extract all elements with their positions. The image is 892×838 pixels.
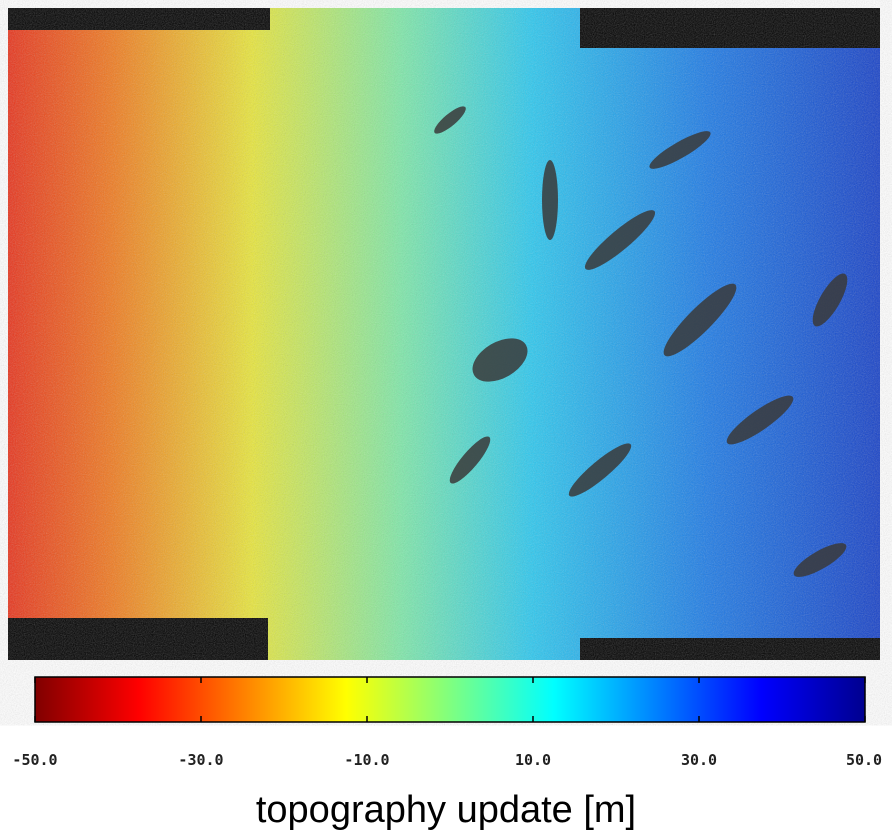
tick-label: 30.0 [681,751,717,769]
colorbar-label: topography update [m] [256,789,636,831]
figure: topography update [m] -50.0 -30.0 -10.0 10.… [0,0,892,838]
tick-label: -50.0 [12,751,57,769]
tick-label: -10.0 [344,751,389,769]
colorbar [35,677,865,722]
tick-label: -30.0 [178,751,223,769]
tick-label: 10.0 [515,751,551,769]
page: topography update [m] -50.0 -30.0 -10.0 10.… [0,0,892,838]
map-image [8,8,880,660]
tick-label: 50.0 [846,751,882,769]
